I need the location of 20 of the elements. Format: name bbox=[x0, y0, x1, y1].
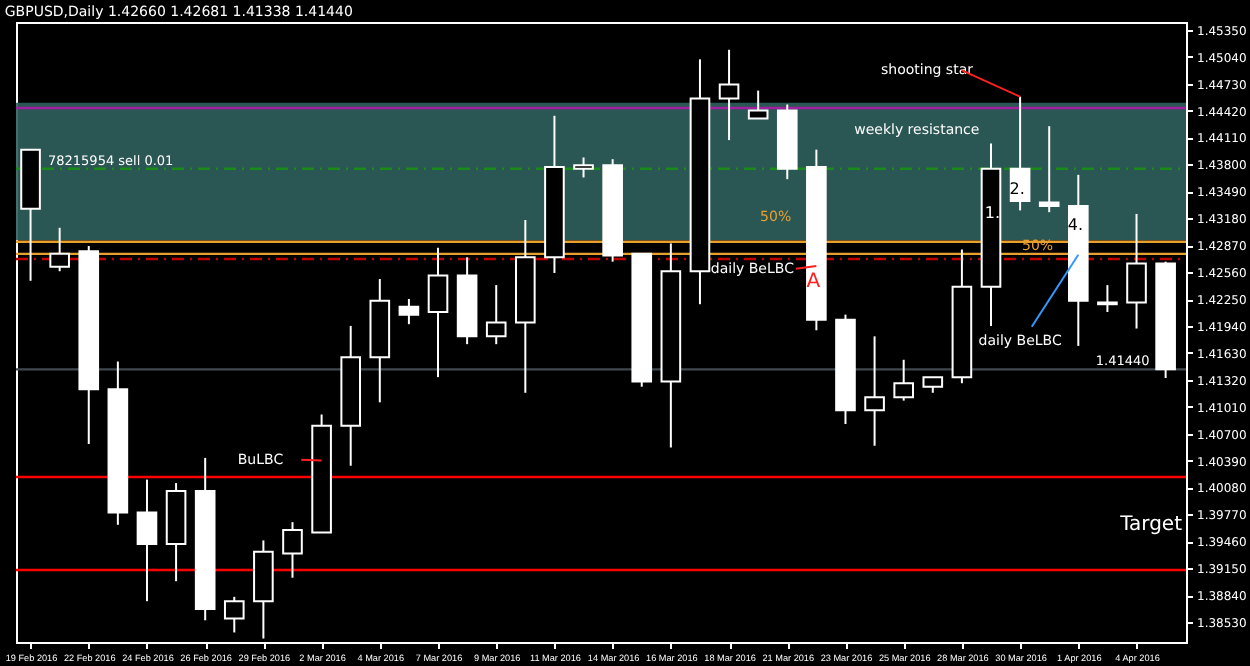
candlestick bbox=[49, 226, 70, 273]
annotation: 2. bbox=[1009, 180, 1025, 199]
candlestick bbox=[282, 521, 303, 579]
candlestick bbox=[1097, 284, 1118, 314]
annotation: A bbox=[806, 271, 821, 294]
candlestick bbox=[718, 48, 740, 142]
candlestick bbox=[747, 89, 769, 120]
candlestick bbox=[136, 478, 158, 603]
annotation: 4. bbox=[1067, 215, 1084, 234]
candlestick bbox=[427, 246, 449, 379]
candlestick bbox=[398, 298, 420, 326]
candlestick bbox=[223, 595, 245, 634]
candlestick bbox=[893, 358, 914, 402]
annotation: Target bbox=[1118, 514, 1183, 537]
candlestick bbox=[485, 284, 507, 346]
candlestick bbox=[1126, 212, 1147, 330]
annotation: 1. bbox=[984, 204, 1001, 223]
candlestick bbox=[864, 335, 885, 447]
candlestick bbox=[573, 156, 594, 179]
candlestick bbox=[1038, 125, 1060, 214]
